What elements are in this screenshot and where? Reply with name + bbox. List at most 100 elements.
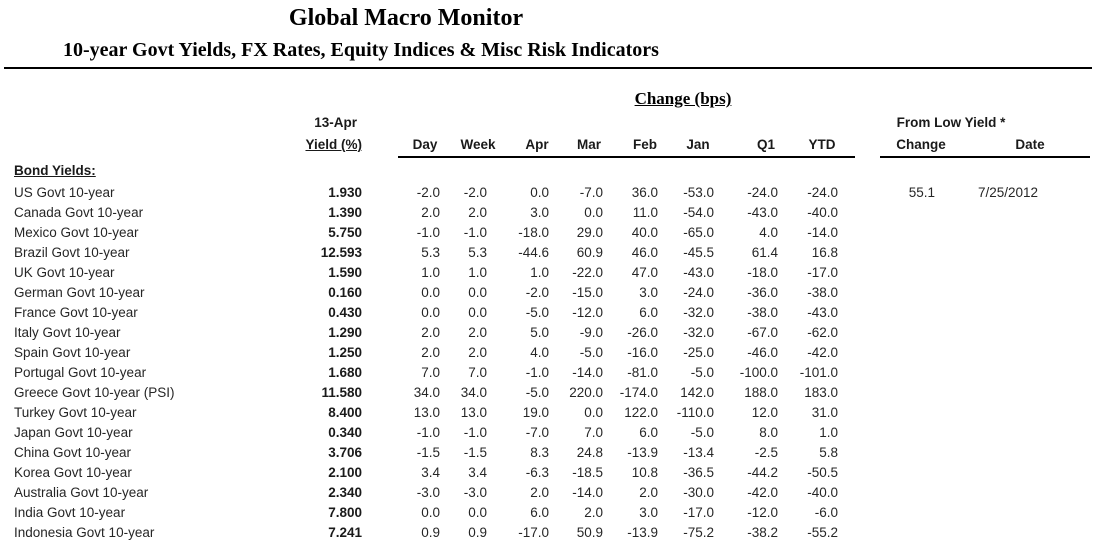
change-value-week: 0.0 xyxy=(468,305,487,320)
change-value-jan: -65.0 xyxy=(683,225,714,240)
change-value-q1: -46.0 xyxy=(747,345,778,360)
change-value-feb: 122.0 xyxy=(624,405,658,420)
from-low-change-value: 55.1 xyxy=(908,185,935,200)
change-value-mar: 0.0 xyxy=(584,205,603,220)
from-low-date-value xyxy=(938,323,1041,343)
table-row: German Govt 10-year 0.160 0.0 0.0 -2.0 -15.0 3… xyxy=(0,283,1096,303)
row-label: Greece Govt 10-year (PSI) xyxy=(14,385,175,400)
change-value-q1: -24.0 xyxy=(747,185,778,200)
change-value-q1: 8.0 xyxy=(759,425,778,440)
change-value-feb: 11.0 xyxy=(632,205,658,220)
change-value-jan: -25.0 xyxy=(683,345,714,360)
change-value-feb: -174.0 xyxy=(619,385,658,400)
change-value-q1: -42.0 xyxy=(747,485,778,500)
table-row: Indonesia Govt 10-year 7.241 0.9 0.9 -17.0 50… xyxy=(0,523,1096,541)
change-value-feb: 6.0 xyxy=(639,425,658,440)
change-value-apr: 4.0 xyxy=(530,345,549,360)
change-value-jan: -32.0 xyxy=(683,305,714,320)
page-subtitle: 10-year Govt Yields, FX Rates, Equity In… xyxy=(63,39,659,61)
row-filler xyxy=(1041,463,1096,483)
row-label: India Govt 10-year xyxy=(14,505,126,520)
change-value-apr: -5.0 xyxy=(525,305,549,320)
row-label: China Govt 10-year xyxy=(14,445,132,460)
change-value-ytd: -6.0 xyxy=(814,505,838,520)
change-value-jan: -53.0 xyxy=(683,185,714,200)
change-value-week: 7.0 xyxy=(468,365,487,380)
yield-value: 1.390 xyxy=(328,205,362,220)
row-filler xyxy=(1041,523,1096,541)
row-filler xyxy=(1041,363,1096,383)
change-value-q1: -2.5 xyxy=(754,445,778,460)
change-value-day: -1.0 xyxy=(416,425,440,440)
row-filler xyxy=(1041,383,1096,403)
change-value-apr: 6.0 xyxy=(530,505,549,520)
change-value-ytd: 16.8 xyxy=(811,245,838,260)
yield-value: 1.680 xyxy=(328,365,362,380)
table-row: Japan Govt 10-year 0.340 -1.0 -1.0 -7.0 7.0 6.… xyxy=(0,423,1096,443)
change-value-day: -3.0 xyxy=(416,485,440,500)
change-value-q1: -38.0 xyxy=(747,305,778,320)
page-title: Global Macro Monitor xyxy=(288,5,524,31)
change-value-day: 0.0 xyxy=(421,505,440,520)
yield-value: 0.430 xyxy=(328,305,362,320)
section-label-bond-yields: Bond Yields: xyxy=(14,163,96,178)
change-value-jan: -5.0 xyxy=(690,365,714,380)
yield-value: 1.590 xyxy=(328,265,362,280)
change-value-ytd: -43.0 xyxy=(807,305,838,320)
change-value-ytd: -14.0 xyxy=(807,225,838,240)
row-filler xyxy=(1041,343,1096,363)
as-of-date-label: 13-Apr xyxy=(314,115,357,130)
from-low-date-value xyxy=(938,503,1041,523)
from-low-date-value xyxy=(938,463,1041,483)
yield-value: 8.400 xyxy=(328,405,362,420)
change-value-mar: -14.0 xyxy=(572,485,603,500)
from-low-change-value xyxy=(841,223,938,243)
change-value-q1: 4.0 xyxy=(759,225,778,240)
from-low-date-value xyxy=(938,223,1041,243)
table-row: UK Govt 10-year 1.590 1.0 1.0 1.0 -22.0 47.0 -4… xyxy=(0,263,1096,283)
change-value-mar: -18.5 xyxy=(572,465,603,480)
change-value-mar: -12.0 xyxy=(572,305,603,320)
change-value-q1: -38.2 xyxy=(747,525,778,540)
change-value-apr: -17.0 xyxy=(518,525,549,540)
row-filler xyxy=(1041,203,1096,223)
from-low-date-value xyxy=(938,243,1041,263)
change-value-ytd: -24.0 xyxy=(807,185,838,200)
row-filler xyxy=(1041,183,1096,203)
change-value-apr: 1.0 xyxy=(530,265,549,280)
yield-value: 1.290 xyxy=(328,325,362,340)
change-value-feb: 3.0 xyxy=(639,505,658,520)
row-label: Indonesia Govt 10-year xyxy=(14,525,155,540)
from-low-date-value xyxy=(938,423,1041,443)
row-filler xyxy=(1041,283,1096,303)
change-value-mar: -14.0 xyxy=(572,365,603,380)
table-row: Australia Govt 10-year 2.340 -3.0 -3.0 2.0 -1… xyxy=(0,483,1096,503)
change-value-ytd: -17.0 xyxy=(807,265,838,280)
change-col-header-ytd: YTD xyxy=(808,137,836,152)
change-value-day: -1.5 xyxy=(416,445,440,460)
change-value-feb: 10.8 xyxy=(631,465,658,480)
change-value-feb: -13.9 xyxy=(627,525,658,540)
change-value-week: 0.0 xyxy=(468,505,487,520)
row-label: Japan Govt 10-year xyxy=(14,425,133,440)
yield-value: 0.160 xyxy=(328,285,362,300)
change-col-header-week: Week xyxy=(460,137,496,152)
title-divider xyxy=(4,67,1092,69)
change-value-q1: -18.0 xyxy=(747,265,778,280)
table-row: Brazil Govt 10-year 12.593 5.3 5.3 -44.6 60.9… xyxy=(0,243,1096,263)
yield-value: 2.100 xyxy=(328,465,362,480)
change-value-jan: -5.0 xyxy=(690,425,714,440)
from-low-date-value xyxy=(938,363,1041,383)
row-label: Canada Govt 10-year xyxy=(14,205,144,220)
change-value-feb: 3.0 xyxy=(639,285,658,300)
change-value-apr: 0.0 xyxy=(530,185,549,200)
from-low-date-value xyxy=(938,403,1041,423)
change-value-week: 1.0 xyxy=(468,265,487,280)
yield-value: 5.750 xyxy=(328,225,362,240)
change-value-q1: -44.2 xyxy=(747,465,778,480)
change-value-week: 2.0 xyxy=(468,205,487,220)
from-low-change-value xyxy=(841,383,938,403)
from-low-change-value xyxy=(841,263,938,283)
row-filler xyxy=(1041,303,1096,323)
change-value-apr: 3.0 xyxy=(530,205,549,220)
